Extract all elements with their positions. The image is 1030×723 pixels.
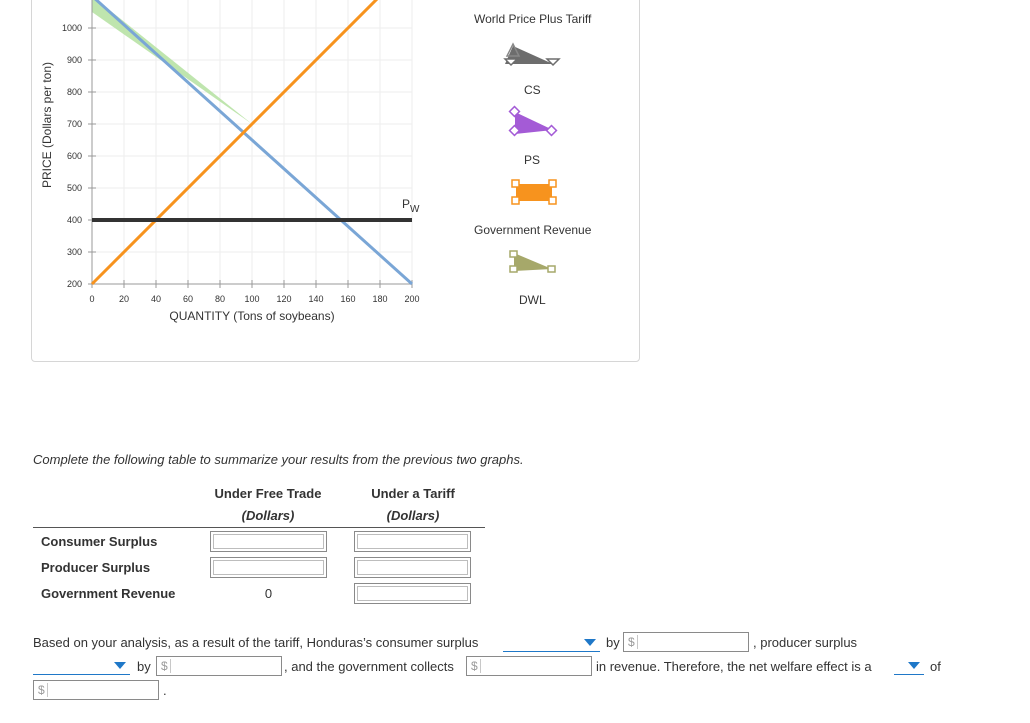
net-welfare-dropdown[interactable] xyxy=(894,657,924,675)
y-tick-label: 500 xyxy=(67,183,82,193)
x-tick-label: 80 xyxy=(215,294,225,304)
pw-main: P xyxy=(402,197,410,211)
y-tick-label: 800 xyxy=(67,87,82,97)
dollar-sign: $ xyxy=(471,659,481,673)
row-label-government-revenue: Government Revenue xyxy=(41,586,176,601)
x-tick-label: 120 xyxy=(276,294,291,304)
legend-label-cs: CS xyxy=(524,83,541,97)
legend-label-government-revenue: Government Revenue xyxy=(474,223,592,237)
x-tick-label: 60 xyxy=(183,294,193,304)
supply-demand-chart: 200 300 400 500 600 700 800 900 1000 0 20 40 60 80 100… xyxy=(40,0,561,323)
col-header-free-trade: Under Free Trade (Dollars) xyxy=(208,486,328,523)
cs-tariff-input[interactable] xyxy=(354,531,471,552)
pw-sub: W xyxy=(410,204,420,215)
dollar-sign: $ xyxy=(628,635,638,649)
row-label-consumer-surplus: Consumer Surplus xyxy=(41,534,158,549)
analysis-of: of xyxy=(930,659,941,674)
y-tick-label: 300 xyxy=(67,247,82,257)
x-tick-label: 100 xyxy=(244,294,259,304)
y-tick-label: 600 xyxy=(67,151,82,161)
cs-change-amount-input[interactable]: $ xyxy=(623,632,749,652)
analysis-part1: Based on your analysis, as a result of t… xyxy=(33,635,479,650)
table-header-divider xyxy=(33,527,485,528)
y-axis-label: PRICE (Dollars per ton) xyxy=(40,62,54,188)
analysis-part4: in revenue. Therefore, the net welfare e… xyxy=(596,659,872,674)
legend-title: World Price Plus Tariff xyxy=(474,12,592,26)
row-label-producer-surplus: Producer Surplus xyxy=(41,560,151,575)
ps-change-amount-input[interactable]: $ xyxy=(156,656,282,676)
cs-change-dropdown[interactable] xyxy=(503,634,600,652)
chevron-down-icon xyxy=(114,662,126,669)
x-tick-label: 160 xyxy=(340,294,355,304)
chart-ticks: 200 300 400 500 600 700 800 900 1000 0 20 40 60 80 100… xyxy=(62,0,420,304)
x-axis-label: QUANTITY (Tons of soybeans) xyxy=(169,309,334,323)
y-tick-label: 700 xyxy=(67,119,82,129)
gov-revenue-amount-input[interactable]: $ xyxy=(466,656,592,676)
col-header-free-trade-unit: (Dollars) xyxy=(241,508,295,523)
dollar-sign: $ xyxy=(38,683,48,697)
y-tick-label: 200 xyxy=(67,279,82,289)
col-header-free-trade-text: Under Free Trade xyxy=(214,486,322,501)
y-tick-label: 400 xyxy=(67,215,82,225)
y-tick-label: 900 xyxy=(67,55,82,65)
ps-triangle-icon[interactable] xyxy=(508,105,558,137)
y-tick-label: 1000 xyxy=(62,23,82,33)
dwl-triangle-icon[interactable] xyxy=(509,250,556,273)
x-tick-label: 180 xyxy=(372,294,387,304)
chevron-down-icon xyxy=(584,639,596,646)
government-revenue-rectangle-icon[interactable] xyxy=(511,179,557,205)
analysis-by1: by xyxy=(606,635,620,650)
gr-free-trade-value: 0 xyxy=(264,586,273,601)
col-header-tariff-unit: (Dollars) xyxy=(386,508,440,523)
cs-free-trade-input[interactable] xyxy=(210,531,327,552)
instructions: Complete the following table to summariz… xyxy=(33,452,524,467)
pw-label: PW xyxy=(402,197,420,215)
net-welfare-amount-input[interactable]: $ xyxy=(33,680,159,700)
ps-free-trade-input[interactable] xyxy=(210,557,327,578)
ps-change-dropdown[interactable] xyxy=(33,657,130,675)
gr-tariff-input[interactable] xyxy=(354,583,471,604)
supply-curve[interactable] xyxy=(90,0,380,286)
legend-label-ps: PS xyxy=(524,153,541,167)
ps-tariff-input[interactable] xyxy=(354,557,471,578)
analysis-end: . xyxy=(163,683,167,698)
col-header-tariff: Under a Tariff (Dollars) xyxy=(353,486,473,523)
col-header-tariff-text: Under a Tariff xyxy=(371,486,455,501)
legend-label-dwl: DWL xyxy=(519,293,546,307)
cs-triangle-icon[interactable] xyxy=(503,42,561,67)
analysis-part2: , producer surplus xyxy=(753,635,858,650)
demand-curve[interactable] xyxy=(92,0,414,286)
x-tick-label: 0 xyxy=(89,294,94,304)
dollar-sign: $ xyxy=(161,659,171,673)
x-tick-label: 200 xyxy=(404,294,419,304)
analysis-part3: , and the government collects xyxy=(284,659,454,674)
x-tick-label: 20 xyxy=(119,294,129,304)
x-tick-label: 40 xyxy=(151,294,161,304)
analysis-by2: by xyxy=(137,659,151,674)
chevron-down-icon xyxy=(908,662,920,669)
x-tick-label: 140 xyxy=(308,294,323,304)
